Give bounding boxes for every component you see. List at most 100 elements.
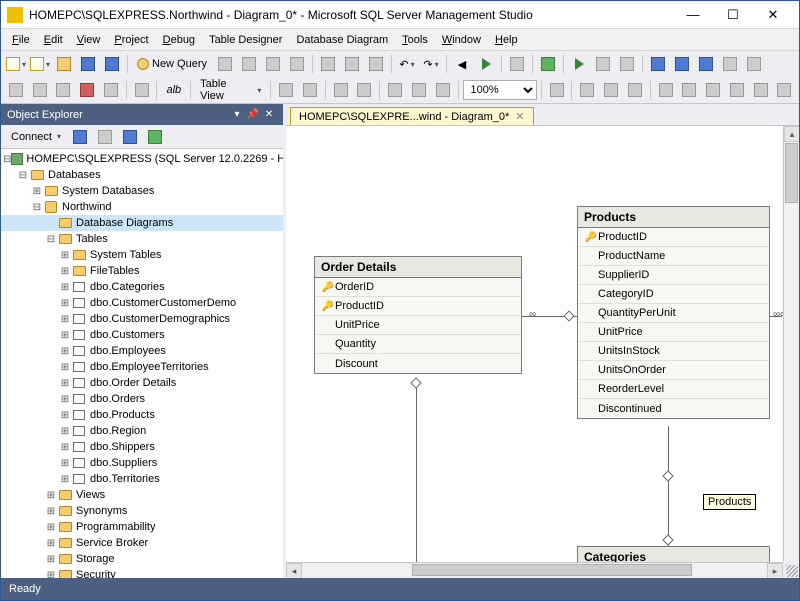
- view-page-breaks-button[interactable]: [330, 79, 352, 101]
- table-header[interactable]: Order Details: [315, 257, 521, 278]
- tree-node[interactable]: ⊞dbo.Customers: [1, 327, 283, 343]
- tree-node[interactable]: ⊞System Databases: [1, 183, 283, 199]
- generate-change-script-button[interactable]: [131, 79, 153, 101]
- tree-toggle-icon[interactable]: ⊞: [59, 378, 71, 389]
- spatial-index-button[interactable]: [773, 79, 795, 101]
- menu-window[interactable]: Window: [435, 32, 488, 48]
- tree-node[interactable]: ⊞dbo.Shippers: [1, 439, 283, 455]
- find-button[interactable]: [506, 53, 528, 75]
- refresh-button[interactable]: [144, 126, 166, 148]
- tree-toggle-icon[interactable]: ⊞: [31, 186, 43, 197]
- tree-toggle-icon[interactable]: ⊞: [45, 490, 57, 501]
- table-column[interactable]: Discontinued: [578, 399, 769, 418]
- tree-toggle-icon[interactable]: ⊞: [59, 250, 71, 261]
- scrollbar-vertical[interactable]: ▴: [783, 126, 799, 562]
- open-button[interactable]: [53, 53, 75, 75]
- tree-node[interactable]: ⊞dbo.Region: [1, 423, 283, 439]
- tree-toggle-icon[interactable]: ⊟: [17, 170, 29, 181]
- new-project-button[interactable]: [5, 53, 27, 75]
- tree-toggle-icon[interactable]: ⊞: [59, 314, 71, 325]
- tab-close-icon[interactable]: ✕: [515, 110, 524, 123]
- zoom-combo[interactable]: 100%: [463, 80, 537, 100]
- table-column[interactable]: ProductName: [578, 247, 769, 266]
- fulltext-index-button[interactable]: [702, 79, 724, 101]
- tree-node[interactable]: ⊞dbo.Products: [1, 407, 283, 423]
- autosize-button[interactable]: [384, 79, 406, 101]
- tree-toggle-icon[interactable]: ⊞: [59, 410, 71, 421]
- table-column[interactable]: UnitsInStock: [578, 342, 769, 361]
- tree-node[interactable]: ⊞dbo.EmployeeTerritories: [1, 359, 283, 375]
- object-explorer-button[interactable]: [671, 53, 693, 75]
- tree-toggle-icon[interactable]: ⊞: [59, 330, 71, 341]
- diagram-table[interactable]: Order Details🔑OrderID🔑ProductIDUnitPrice…: [314, 256, 522, 374]
- tree-toggle-icon[interactable]: ⊞: [59, 426, 71, 437]
- table-column[interactable]: QuantityPerUnit: [578, 304, 769, 323]
- new-table-button[interactable]: [5, 79, 27, 101]
- step-button[interactable]: [616, 53, 638, 75]
- scroll-up-icon[interactable]: ▴: [784, 126, 799, 142]
- diagram-table[interactable]: Products🔑ProductIDProductNameSupplierIDC…: [577, 206, 770, 419]
- show-relationship-labels-button[interactable]: [299, 79, 321, 101]
- tree-node[interactable]: ⊞Programmability: [1, 519, 283, 535]
- panel-close-icon[interactable]: ✕: [261, 107, 277, 123]
- cut-button[interactable]: [317, 53, 339, 75]
- tree-toggle-icon[interactable]: ⊞: [59, 266, 71, 277]
- menu-file[interactable]: File: [5, 32, 37, 48]
- tree-toggle-icon[interactable]: ⊞: [45, 570, 57, 579]
- table-column[interactable]: Quantity: [315, 335, 521, 354]
- menu-project[interactable]: Project: [107, 32, 155, 48]
- dmx-query-button[interactable]: [262, 53, 284, 75]
- table-column[interactable]: UnitsOnOrder: [578, 361, 769, 380]
- connect-dropdown[interactable]: Connect: [6, 131, 66, 143]
- tree-node[interactable]: ⊞dbo.Order Details: [1, 375, 283, 391]
- relationships-button[interactable]: [655, 79, 677, 101]
- tree-toggle-icon[interactable]: ⊞: [59, 394, 71, 405]
- nav-fwd-button[interactable]: [475, 53, 497, 75]
- tree-node[interactable]: ⊞System Tables: [1, 247, 283, 263]
- object-explorer-tree[interactable]: ⊟HOMEPC\SQLEXPRESS (SQL Server 12.0.2269…: [1, 149, 283, 578]
- relationship-line[interactable]: [668, 426, 669, 546]
- tree-toggle-icon[interactable]: ⊟: [3, 154, 11, 165]
- registered-servers-button[interactable]: [647, 53, 669, 75]
- add-related-button[interactable]: [53, 79, 75, 101]
- scroll-right-icon[interactable]: ▸: [767, 563, 783, 578]
- stop-debug-button[interactable]: [592, 53, 614, 75]
- start-debug-button[interactable]: [568, 53, 590, 75]
- tree-node[interactable]: ⊞dbo.CustomerCustomerDemo: [1, 295, 283, 311]
- tree-toggle-icon[interactable]: ⊞: [45, 506, 57, 517]
- xmla-query-button[interactable]: [286, 53, 308, 75]
- save-button[interactable]: [77, 53, 99, 75]
- table-view-dropdown[interactable]: Table View: [195, 78, 266, 102]
- panel-dropdown-icon[interactable]: ▾: [229, 107, 245, 123]
- tree-toggle-icon[interactable]: ⊞: [59, 442, 71, 453]
- menu-help[interactable]: Help: [488, 32, 525, 48]
- tree-toggle-icon[interactable]: ⊞: [59, 298, 71, 309]
- tree-node[interactable]: ⊞Service Broker: [1, 535, 283, 551]
- menu-tools[interactable]: Tools: [395, 32, 435, 48]
- tree-toggle-icon[interactable]: ⊟: [31, 202, 43, 213]
- menu-database-diagram[interactable]: Database Diagram: [289, 32, 395, 48]
- tree-toggle-icon[interactable]: ⊞: [59, 474, 71, 485]
- save-all-button[interactable]: [101, 53, 123, 75]
- add-table-button[interactable]: [29, 79, 51, 101]
- tree-node[interactable]: ⊟Databases: [1, 167, 283, 183]
- tree-node[interactable]: ⊞dbo.Territories: [1, 471, 283, 487]
- remove-from-diagram-button[interactable]: [100, 79, 122, 101]
- tree-toggle-icon[interactable]: ⊟: [45, 234, 57, 245]
- tree-node[interactable]: ⊟Northwind: [1, 199, 283, 215]
- tree-node[interactable]: ⊞dbo.Employees: [1, 343, 283, 359]
- scroll-left-icon[interactable]: ◂: [286, 563, 302, 578]
- minimize-button[interactable]: —: [673, 4, 713, 26]
- tree-node[interactable]: ⊞Synonyms: [1, 503, 283, 519]
- tree-node[interactable]: ⊞dbo.Suppliers: [1, 455, 283, 471]
- redo-button[interactable]: ↷: [420, 53, 442, 75]
- check-constraints-button[interactable]: [750, 79, 772, 101]
- table-column[interactable]: Discount: [315, 354, 521, 373]
- indexes-keys-button[interactable]: [678, 79, 700, 101]
- panel-pin-icon[interactable]: 📌: [245, 107, 261, 123]
- menu-edit[interactable]: Edit: [37, 32, 70, 48]
- new-query-button[interactable]: New Query: [132, 58, 212, 70]
- scroll-thumb-horizontal[interactable]: [412, 564, 692, 576]
- table-column[interactable]: CategoryID: [578, 285, 769, 304]
- disconnect-button[interactable]: [69, 126, 91, 148]
